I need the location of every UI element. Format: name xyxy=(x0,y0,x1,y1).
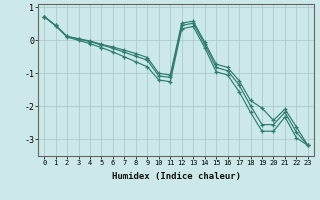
X-axis label: Humidex (Indice chaleur): Humidex (Indice chaleur) xyxy=(111,172,241,181)
